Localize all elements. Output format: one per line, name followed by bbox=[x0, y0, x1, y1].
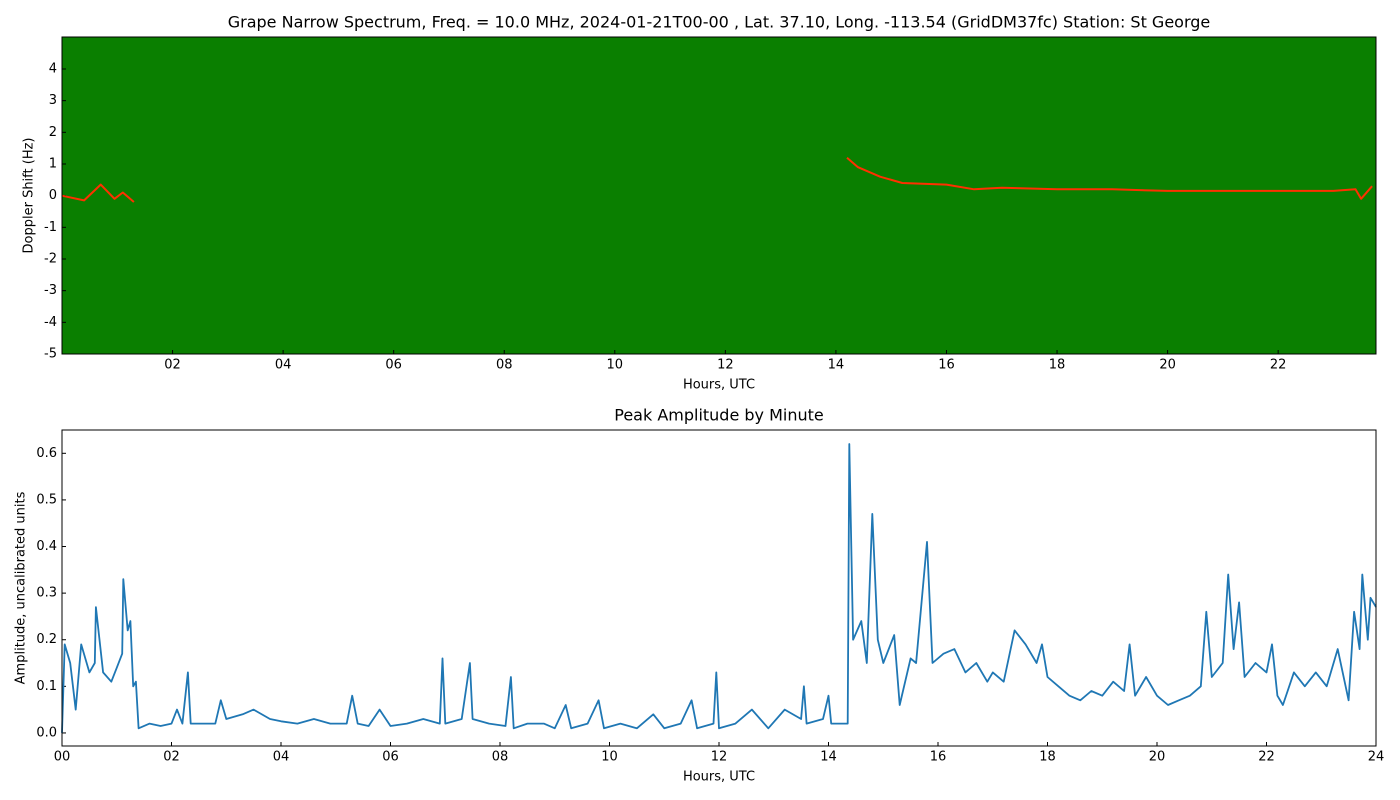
y-axis-label: Doppler Shift (Hz) bbox=[22, 138, 37, 254]
y-tick-label: 0.6 bbox=[36, 446, 57, 461]
x-axis-label: Hours, UTC bbox=[683, 378, 755, 393]
spectrogram-background bbox=[62, 37, 1376, 354]
x-tick-label: 04 bbox=[275, 358, 292, 373]
x-tick-label: 08 bbox=[496, 358, 513, 373]
y-tick-label: -5 bbox=[44, 347, 57, 362]
chart-title: Grape Narrow Spectrum, Freq. = 10.0 MHz,… bbox=[228, 13, 1211, 32]
x-tick-label: 14 bbox=[820, 750, 837, 765]
doppler-trace bbox=[61, 156, 1373, 203]
y-tick-label: 0.4 bbox=[36, 539, 57, 554]
y-tick-label: 0.3 bbox=[36, 586, 57, 601]
x-tick-label: 24 bbox=[1368, 750, 1385, 765]
x-tick-label: 20 bbox=[1149, 750, 1166, 765]
x-tick-label: 20 bbox=[1159, 358, 1176, 373]
x-tick-label: 04 bbox=[273, 750, 290, 765]
y-tick-label: 0.0 bbox=[36, 725, 57, 740]
x-tick-label: 08 bbox=[492, 750, 509, 765]
x-tick-label: 22 bbox=[1270, 358, 1287, 373]
x-tick-label: 22 bbox=[1258, 750, 1275, 765]
x-tick-label: 18 bbox=[1039, 750, 1056, 765]
y-tick-label: 0.1 bbox=[36, 679, 57, 694]
x-tick-label: 10 bbox=[601, 750, 618, 765]
y-tick-label: -1 bbox=[44, 220, 57, 235]
plot-frame bbox=[61, 36, 1377, 355]
x-tick-label: 02 bbox=[164, 358, 181, 373]
plot-frame bbox=[61, 429, 1377, 747]
y-tick-label: 3 bbox=[49, 93, 57, 108]
x-tick-label: 06 bbox=[385, 358, 402, 373]
y-tick-label: 0.2 bbox=[36, 632, 57, 647]
x-tick-label: 02 bbox=[163, 750, 180, 765]
y-tick-label: -3 bbox=[44, 283, 57, 298]
y-tick-label: -2 bbox=[44, 251, 57, 266]
x-tick-label: 12 bbox=[717, 358, 734, 373]
y-tick-label: -4 bbox=[44, 315, 57, 330]
x-tick-label: 00 bbox=[54, 750, 71, 765]
x-tick-label: 14 bbox=[828, 358, 845, 373]
y-tick-label: 2 bbox=[49, 125, 57, 140]
y-tick-label: 0 bbox=[49, 188, 57, 203]
x-tick-label: 06 bbox=[382, 750, 399, 765]
x-tick-label: 16 bbox=[930, 750, 947, 765]
y-tick-label: 4 bbox=[49, 61, 57, 76]
y-axis-label: Amplitude, uncalibrated units bbox=[14, 491, 29, 684]
x-tick-label: 12 bbox=[711, 750, 728, 765]
x-tick-label: 16 bbox=[938, 358, 955, 373]
chart-title: Peak Amplitude by Minute bbox=[614, 406, 824, 425]
x-tick-label: 18 bbox=[1049, 358, 1066, 373]
y-tick-label: 0.5 bbox=[36, 492, 57, 507]
y-tick-label: 1 bbox=[49, 156, 57, 171]
amplitude-line bbox=[61, 443, 1377, 733]
x-tick-label: 10 bbox=[607, 358, 624, 373]
x-axis-label: Hours, UTC bbox=[683, 770, 755, 785]
